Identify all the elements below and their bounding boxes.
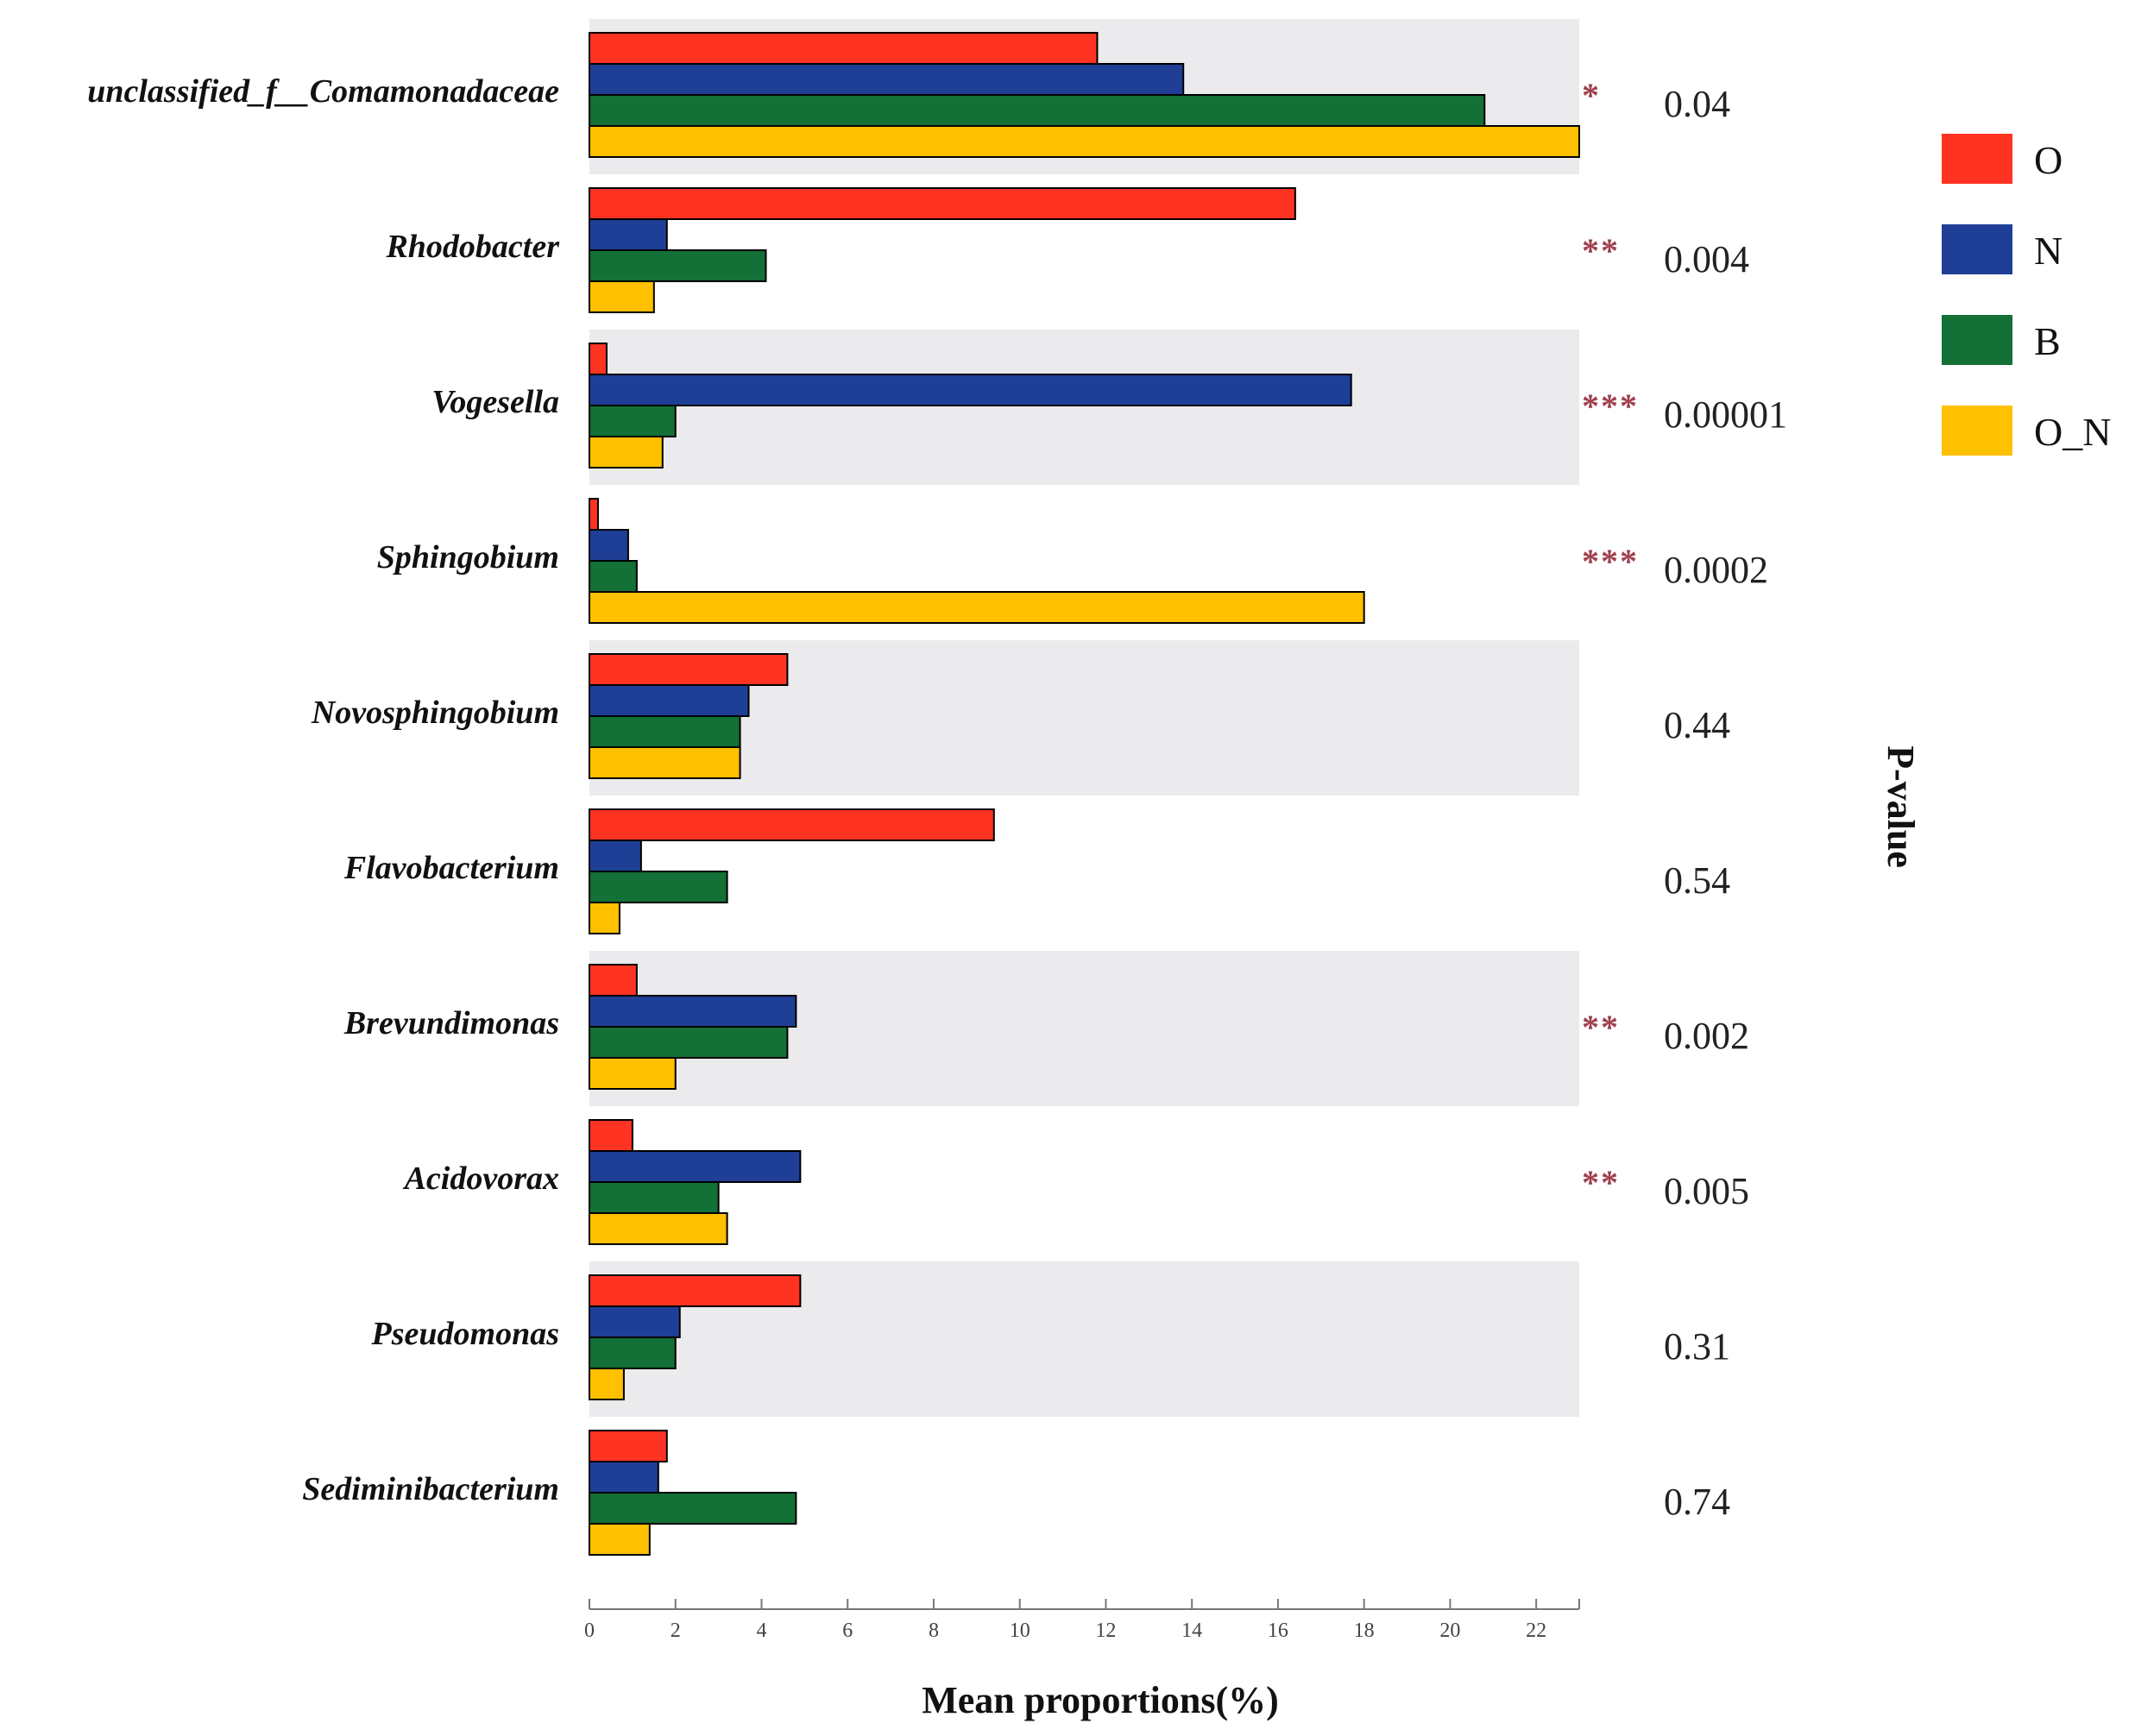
x-tick-label: 12 [1095,1620,1116,1642]
x-axis: 0 2 4 6 8 10 12 14 16 18 20 22 [584,1599,1580,1642]
significance-stars: ** [1582,231,1620,270]
category-label: Sediminibacterium [302,1471,559,1507]
category-label: Acidovorax [403,1160,559,1197]
significance-stars: ** [1582,1163,1620,1202]
x-tick-label: 8 [929,1620,939,1642]
bar-b [589,715,741,748]
category-labels: unclassified_f__Comamonadaceae Rhodobacte… [87,73,560,1507]
x-tick-label: 22 [1526,1620,1546,1642]
p-value-axis-title: P-value [1880,745,1922,868]
category-label: Sphingobium [377,539,559,576]
bar-o-n [589,280,655,313]
significance-stars: ** [1582,1008,1620,1047]
bar-n [589,1150,802,1183]
bar-b [589,560,638,593]
bar-b [589,249,767,282]
p-value: 0.74 [1664,1481,1730,1523]
legend-swatch-o-n [1942,406,2012,456]
p-value: 0.04 [1664,83,1730,125]
p-value: 0.0002 [1664,549,1768,591]
bar-b [589,94,1486,127]
p-value: 0.44 [1664,704,1730,746]
bar-o [589,964,638,997]
row-bands [589,19,1579,1417]
bar-o-n [589,902,620,934]
x-tick-label: 2 [671,1620,681,1642]
p-value-labels: 0.04 0.004 0.00001 0.0002 0.44 0.54 0.002 0.005… [1664,83,1787,1523]
bar-o-n [589,125,1580,158]
legend: O N B O_N [1942,134,2111,456]
row-band [589,330,1579,485]
bar-b [589,871,728,903]
x-tick-label: 20 [1439,1620,1460,1642]
bar-n [589,529,629,562]
x-tick-label: 6 [842,1620,853,1642]
bar-o [589,343,608,375]
category-label: Novosphingobium [311,695,559,731]
legend-label: O_N [2034,410,2111,454]
bar-o [589,498,599,531]
category-label: Rhodobacter [385,229,560,265]
legend-label: N [2034,229,2063,273]
bar-marks [589,32,1580,1556]
category-label: Brevundimonas [343,1005,559,1041]
category-label: Flavobacterium [343,850,559,886]
p-value: 0.004 [1664,238,1749,280]
x-tick-label: 10 [1010,1620,1030,1642]
legend-swatch-o [1942,134,2012,184]
legend-swatch-n [1942,224,2012,274]
bar-o-n [589,1368,625,1400]
bar-o-n [589,1057,677,1090]
bar-b [589,1026,789,1059]
category-label: Pseudomonas [371,1316,559,1352]
bar-o-n [589,1523,651,1556]
legend-label: O [2034,138,2063,182]
legend-label: B [2034,319,2061,363]
x-tick-label: 14 [1181,1620,1202,1642]
bar-n [589,374,1352,406]
x-tick-label: 18 [1354,1620,1375,1642]
bar-o [589,1430,668,1462]
x-axis-title: Mean proportions(%) [922,1679,1279,1721]
bar-n [589,63,1185,96]
bar-o-n [589,746,741,779]
bar-n [589,1461,659,1494]
bar-n [589,684,750,717]
bar-o [589,187,1296,220]
p-value: 0.00001 [1664,393,1787,436]
p-value: 0.54 [1664,859,1730,902]
bar-n [589,1305,681,1338]
x-tick-label: 16 [1268,1620,1288,1642]
bar-b [589,1181,720,1214]
bar-o [589,1119,633,1152]
p-value: 0.005 [1664,1170,1749,1212]
p-value: 0.31 [1664,1325,1730,1368]
significance-marks: ************* [1582,76,1639,1202]
significance-stars: * [1582,76,1601,115]
bar-b [589,1492,797,1525]
category-label: unclassified_f__Comamonadaceae [87,73,559,110]
legend-swatch-b [1942,315,2012,365]
bar-n [589,995,797,1028]
bar-o [589,1274,802,1307]
p-value: 0.002 [1664,1015,1749,1057]
bar-o-n [589,436,664,469]
x-tick-label: 4 [756,1620,766,1642]
bar-n [589,840,642,872]
significance-stars: *** [1582,387,1639,425]
significance-stars: *** [1582,542,1639,581]
bar-n [589,218,668,251]
bar-b [589,1337,677,1369]
x-tick-label: 0 [584,1620,595,1642]
bar-o-n [589,1212,728,1245]
category-label: Vogesella [431,384,559,420]
bar-o [589,653,789,686]
bar-o-n [589,591,1365,624]
bar-o [589,32,1099,65]
bar-o [589,808,995,841]
bar-b [589,405,677,437]
